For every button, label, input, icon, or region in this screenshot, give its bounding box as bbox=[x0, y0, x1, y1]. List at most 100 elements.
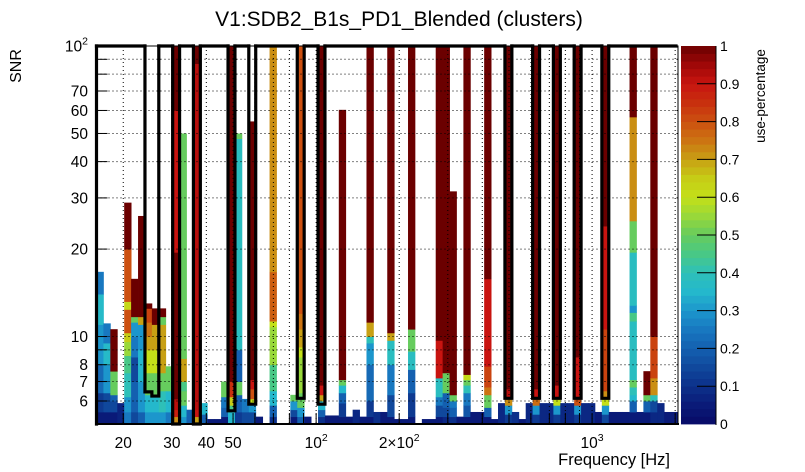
heatmap-cell bbox=[629, 252, 637, 306]
colorbar-band bbox=[681, 242, 716, 251]
heatmap-cell bbox=[138, 316, 146, 325]
heatmap-cell bbox=[186, 409, 194, 425]
heatmap-cell bbox=[297, 347, 305, 358]
heatmap-cell bbox=[435, 340, 444, 379]
heatmap-cell bbox=[345, 416, 354, 425]
heatmap-cell bbox=[248, 121, 257, 381]
heatmap-cell bbox=[158, 308, 167, 318]
heatmap-cell bbox=[601, 414, 610, 425]
outline-band bbox=[531, 44, 542, 400]
heatmap-cell bbox=[504, 388, 513, 398]
heatmap-cell bbox=[96, 294, 104, 325]
heatmap-cell bbox=[643, 400, 651, 413]
heatmap-cell bbox=[151, 308, 160, 325]
heatmap-cell bbox=[629, 321, 637, 381]
heatmap-cell bbox=[574, 46, 582, 358]
x-tick-label: 103 bbox=[581, 432, 604, 452]
colorbar-band bbox=[681, 318, 716, 327]
colorbar-band bbox=[681, 197, 716, 206]
colorbar-band bbox=[681, 303, 716, 311]
heatmap-cell bbox=[103, 323, 111, 344]
colorbar-tick-label: 0.2 bbox=[720, 340, 740, 356]
colorbar-band bbox=[681, 46, 716, 54]
heatmap-cell bbox=[622, 411, 630, 425]
heatmap-cell bbox=[297, 329, 305, 348]
heatmap-cell bbox=[248, 411, 257, 425]
heatmap-cells bbox=[96, 46, 679, 425]
heatmap-cell bbox=[352, 409, 360, 425]
colorbar-band bbox=[681, 121, 716, 130]
heatmap-cell bbox=[629, 305, 637, 313]
heatmap-cell bbox=[629, 220, 637, 253]
heatmap-cell bbox=[525, 403, 534, 425]
heatmap-cell bbox=[228, 381, 236, 398]
heatmap-cell bbox=[269, 326, 277, 366]
heatmap-cell bbox=[560, 403, 568, 425]
heatmap-cell bbox=[408, 351, 416, 370]
heatmap-cell bbox=[110, 394, 118, 402]
heatmap-cell bbox=[484, 394, 492, 408]
heatmap-cell bbox=[124, 396, 132, 413]
heatmap-cell bbox=[138, 411, 146, 425]
heatmap-cell bbox=[96, 411, 104, 425]
heatmap-cell bbox=[484, 278, 492, 367]
y-tick-label-base: 50 bbox=[71, 126, 89, 143]
heatmap-cell bbox=[629, 46, 637, 118]
heatmap-cell bbox=[200, 403, 208, 415]
heatmap-cell bbox=[442, 392, 450, 408]
heatmap-cell bbox=[601, 390, 610, 398]
outline-band bbox=[143, 44, 161, 398]
heatmap-cell bbox=[297, 416, 305, 425]
y-tick-label-base: 8 bbox=[79, 357, 88, 374]
heatmap-cell bbox=[290, 394, 298, 402]
colorbar-band bbox=[681, 378, 716, 387]
colorbar-band bbox=[681, 174, 716, 183]
heatmap-cell bbox=[594, 411, 603, 425]
colorbar-band bbox=[681, 219, 716, 228]
heatmap-cell bbox=[158, 390, 167, 413]
x-tick-label-exponent: 3 bbox=[598, 432, 604, 444]
heatmap-cell bbox=[131, 336, 139, 358]
heatmap-cell bbox=[144, 322, 153, 337]
heatmap-cell bbox=[200, 414, 208, 425]
heatmap-cell bbox=[615, 411, 624, 425]
heatmap-cell bbox=[124, 411, 132, 425]
heatmap-cell bbox=[532, 46, 540, 390]
heatmap-cell bbox=[650, 377, 658, 396]
heatmap-cell bbox=[318, 409, 326, 418]
colorbar-tick-labels: 0 0.1 0.2 0.3 0.4 0.5 0.6 0.7 0.8 0.9 1 bbox=[720, 38, 740, 432]
heatmap-cell bbox=[144, 336, 153, 351]
x-tick-label-base: 30 bbox=[163, 435, 181, 452]
heatmap-cell bbox=[338, 109, 347, 381]
colorbar-band bbox=[681, 401, 716, 410]
heatmap-cell bbox=[144, 411, 153, 425]
colorbar-band bbox=[681, 204, 716, 213]
heatmap-cell bbox=[131, 357, 139, 382]
heatmap-cell bbox=[574, 357, 582, 398]
x-tick-label-base: 2×10 bbox=[379, 435, 414, 452]
heatmap-cell bbox=[138, 324, 146, 351]
heatmap-cell bbox=[110, 371, 118, 396]
heatmap-cell bbox=[366, 343, 374, 366]
heatmap-cell bbox=[504, 405, 513, 415]
heatmap-cell bbox=[574, 405, 582, 415]
outline-band bbox=[171, 44, 182, 426]
y-tick-label-base: 70 bbox=[71, 84, 89, 101]
colorbar-tick-label: 0.1 bbox=[720, 378, 740, 394]
y-tick-label: 8 bbox=[79, 357, 88, 374]
colorbar-band bbox=[681, 250, 716, 259]
x-tick-labels: 20 30 40 50 102 2×102 103 bbox=[115, 432, 604, 452]
heatmap-cell bbox=[643, 411, 651, 425]
colorbar-tick-label: 0.8 bbox=[720, 114, 740, 130]
heatmap-cell bbox=[442, 416, 450, 425]
heatmap-cell bbox=[234, 349, 243, 382]
outline-band bbox=[572, 44, 583, 400]
heatmap-cell bbox=[463, 405, 471, 418]
y-tick-label: 50 bbox=[71, 126, 89, 143]
heatmap-cell bbox=[96, 364, 104, 394]
heatmap-cell bbox=[290, 400, 298, 411]
heatmap-cell bbox=[463, 46, 471, 375]
heatmap-cell bbox=[165, 411, 174, 425]
heatmap-cell bbox=[193, 63, 201, 411]
